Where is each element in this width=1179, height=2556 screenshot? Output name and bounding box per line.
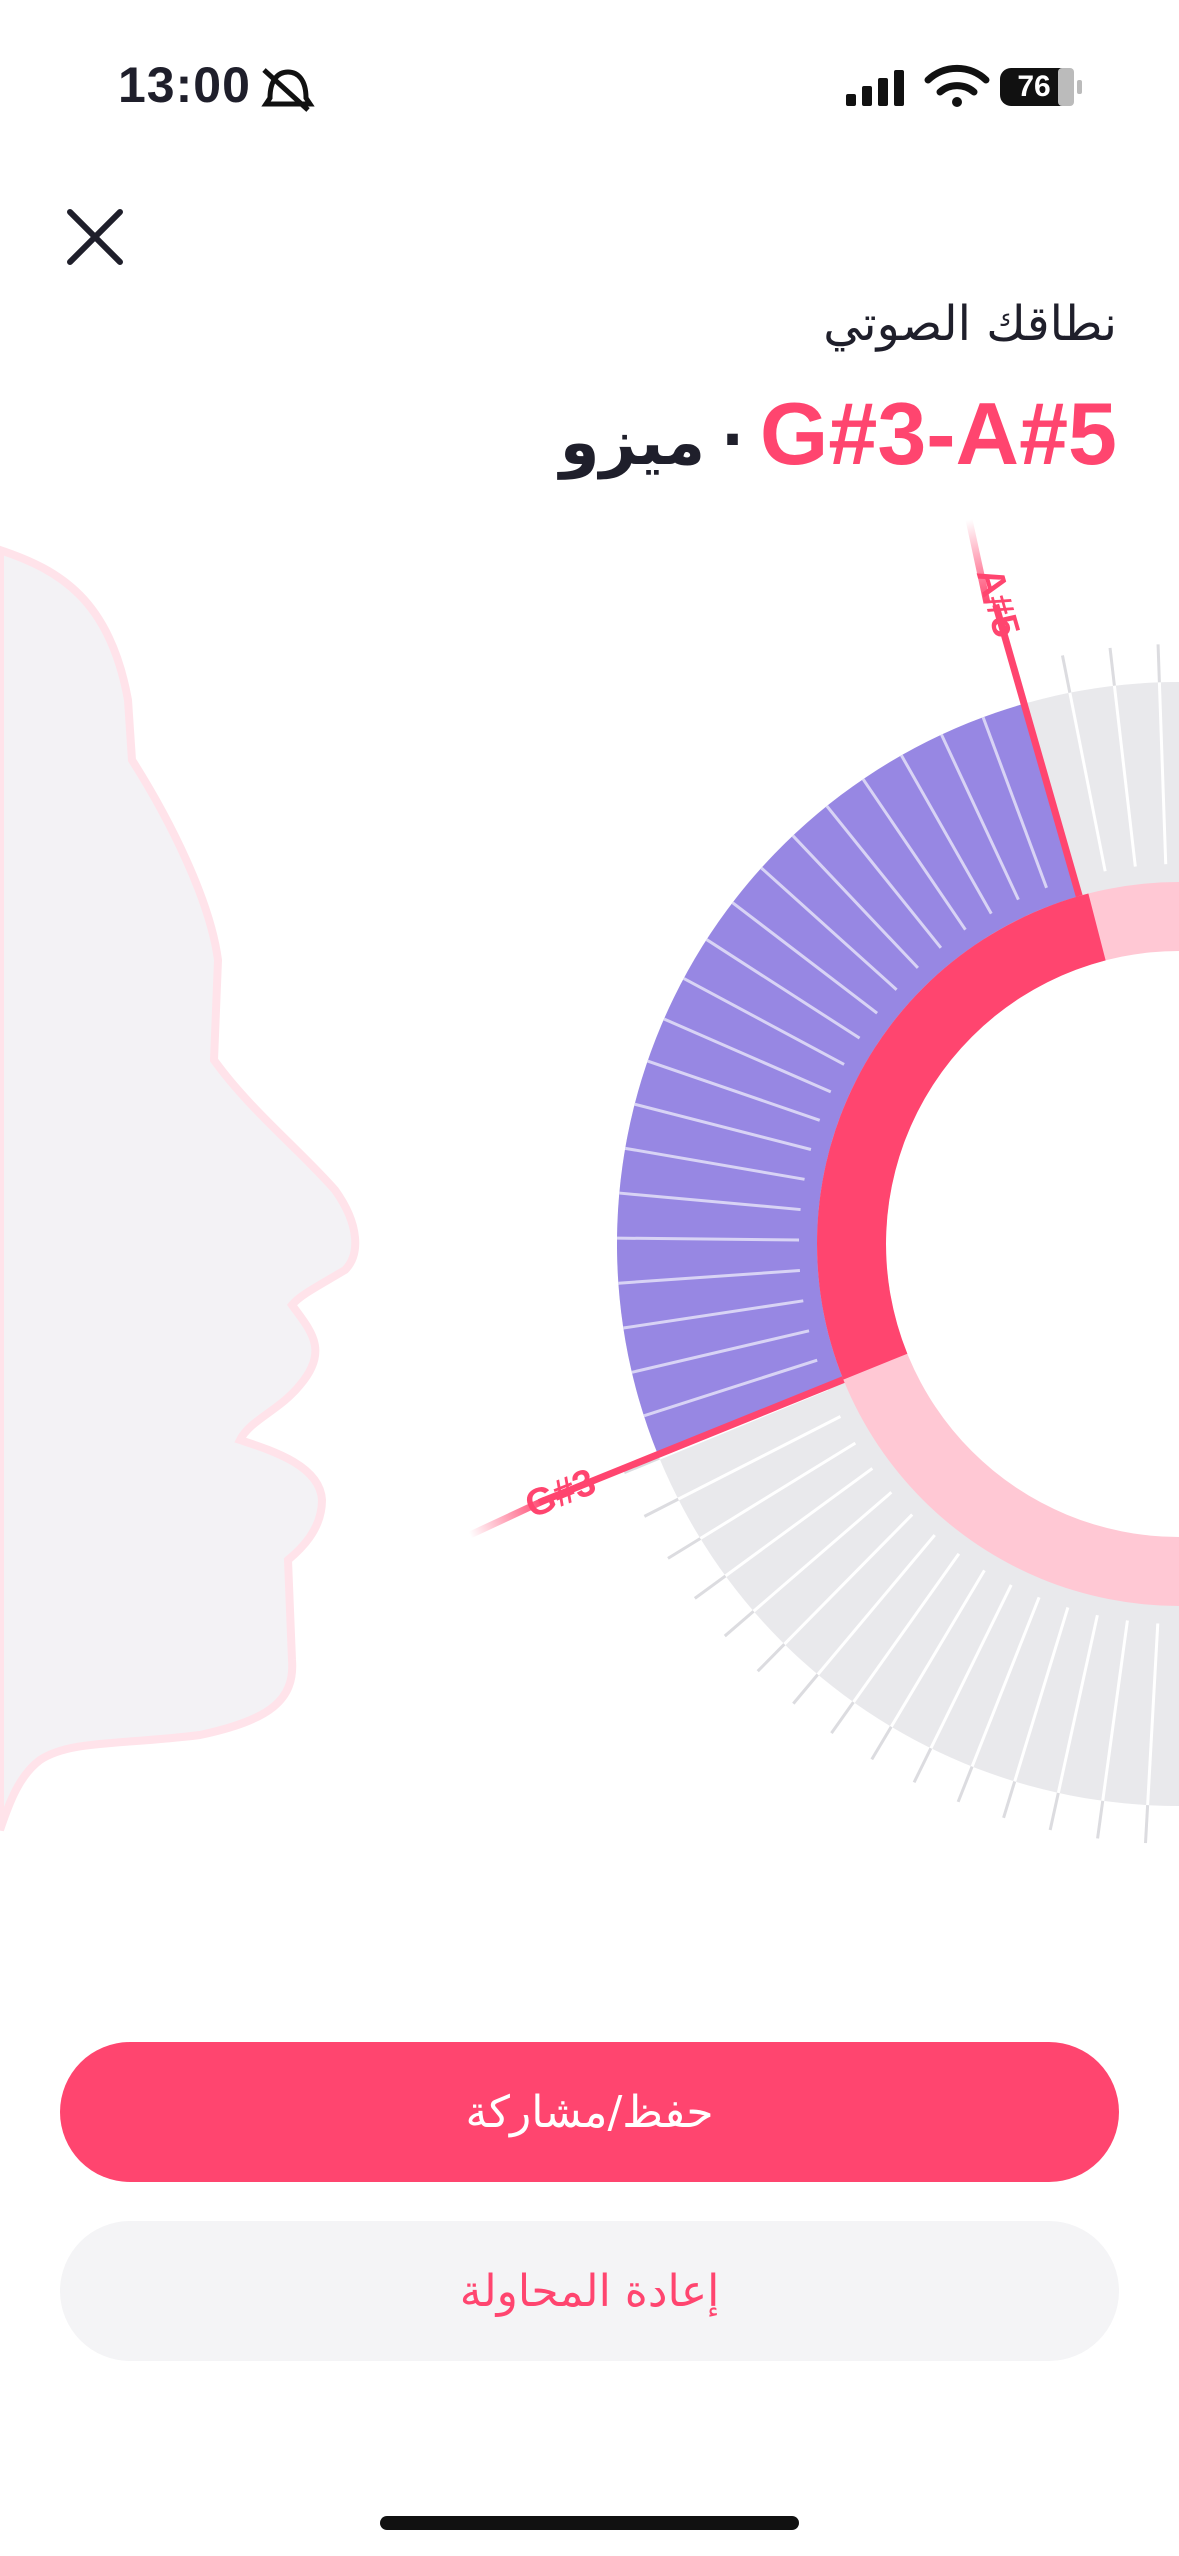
- dial-tick: [617, 1236, 800, 1242]
- dial-tick: [647, 1059, 821, 1122]
- dial-tick: [623, 1299, 804, 1330]
- dial-tick: [900, 754, 993, 915]
- range-edge: [537, 1376, 845, 1506]
- dial-tick-outer: [830, 1701, 855, 1734]
- retry-button[interactable]: إعادة المحاولة: [60, 2221, 1119, 2361]
- dial-tick: [731, 901, 879, 1015]
- dial-tick: [705, 938, 861, 1040]
- dial-tick: [760, 866, 898, 991]
- dial-tick-outer: [1002, 1781, 1017, 1819]
- dial-tick: [825, 805, 943, 949]
- dial-tick-outer: [1108, 647, 1116, 686]
- voice-type: ميزو: [559, 406, 706, 480]
- high-lead: [964, 514, 991, 604]
- separator: ·: [721, 405, 744, 476]
- title: نطاقك الصوتي: [823, 296, 1117, 352]
- dial-tick: [682, 977, 845, 1066]
- dial-tick-outer: [1048, 1792, 1060, 1831]
- dial-tick: [663, 1017, 832, 1094]
- save-share-button[interactable]: حفظ/مشاركة: [60, 2042, 1119, 2182]
- low-label: G#3: [519, 1461, 601, 1527]
- signal-icon: [846, 70, 904, 106]
- range-text: G#3-A#5: [759, 384, 1117, 483]
- low-lead: [468, 1496, 547, 1539]
- wifi-icon: [924, 64, 990, 107]
- dial-tick: [624, 1146, 805, 1181]
- dial-tick-outer: [1096, 1800, 1105, 1839]
- dial-tick-outer: [623, 1456, 660, 1475]
- dial-tick-outer: [643, 1497, 679, 1518]
- dial-tick: [643, 1358, 818, 1418]
- dial-tick: [634, 1102, 812, 1151]
- dial-tick-outer: [723, 1610, 755, 1638]
- dial-tick-outer: [756, 1643, 786, 1673]
- dial-tick-outer: [1144, 1805, 1150, 1844]
- dial-tick: [631, 1329, 810, 1374]
- dial-tick-outer: [912, 1747, 933, 1784]
- battery-level: 76: [1017, 70, 1050, 103]
- range-edge: [992, 603, 1083, 897]
- dial-tick: [940, 734, 1020, 901]
- home-indicator: [380, 2516, 799, 2530]
- dial-tick-outer: [1060, 655, 1072, 693]
- mute-icon: [261, 68, 315, 112]
- dial-tick-outer: [693, 1574, 727, 1600]
- dial-tick-outer: [667, 1537, 702, 1560]
- dial-tick: [618, 1269, 801, 1285]
- range-dial: [537, 603, 1179, 1844]
- ring-range: [816, 893, 1106, 1380]
- high-label: A#5: [968, 563, 1028, 642]
- dial-tick-outer: [956, 1765, 974, 1803]
- dial-tick: [861, 778, 967, 931]
- dial-tick: [981, 716, 1048, 889]
- status-time: 13:00: [118, 57, 251, 113]
- face-silhouette: [0, 545, 360, 1832]
- close-button[interactable]: [62, 204, 128, 270]
- battery-icon: 76: [1000, 68, 1082, 106]
- dial-tick: [619, 1191, 801, 1212]
- range-line: G#3-A#5·ميزو: [560, 382, 1117, 485]
- dial-tick-outer: [1156, 644, 1161, 683]
- dial-tick-outer: [870, 1725, 893, 1761]
- dial-tick: [791, 834, 919, 969]
- dial-tick-outer: [792, 1673, 819, 1705]
